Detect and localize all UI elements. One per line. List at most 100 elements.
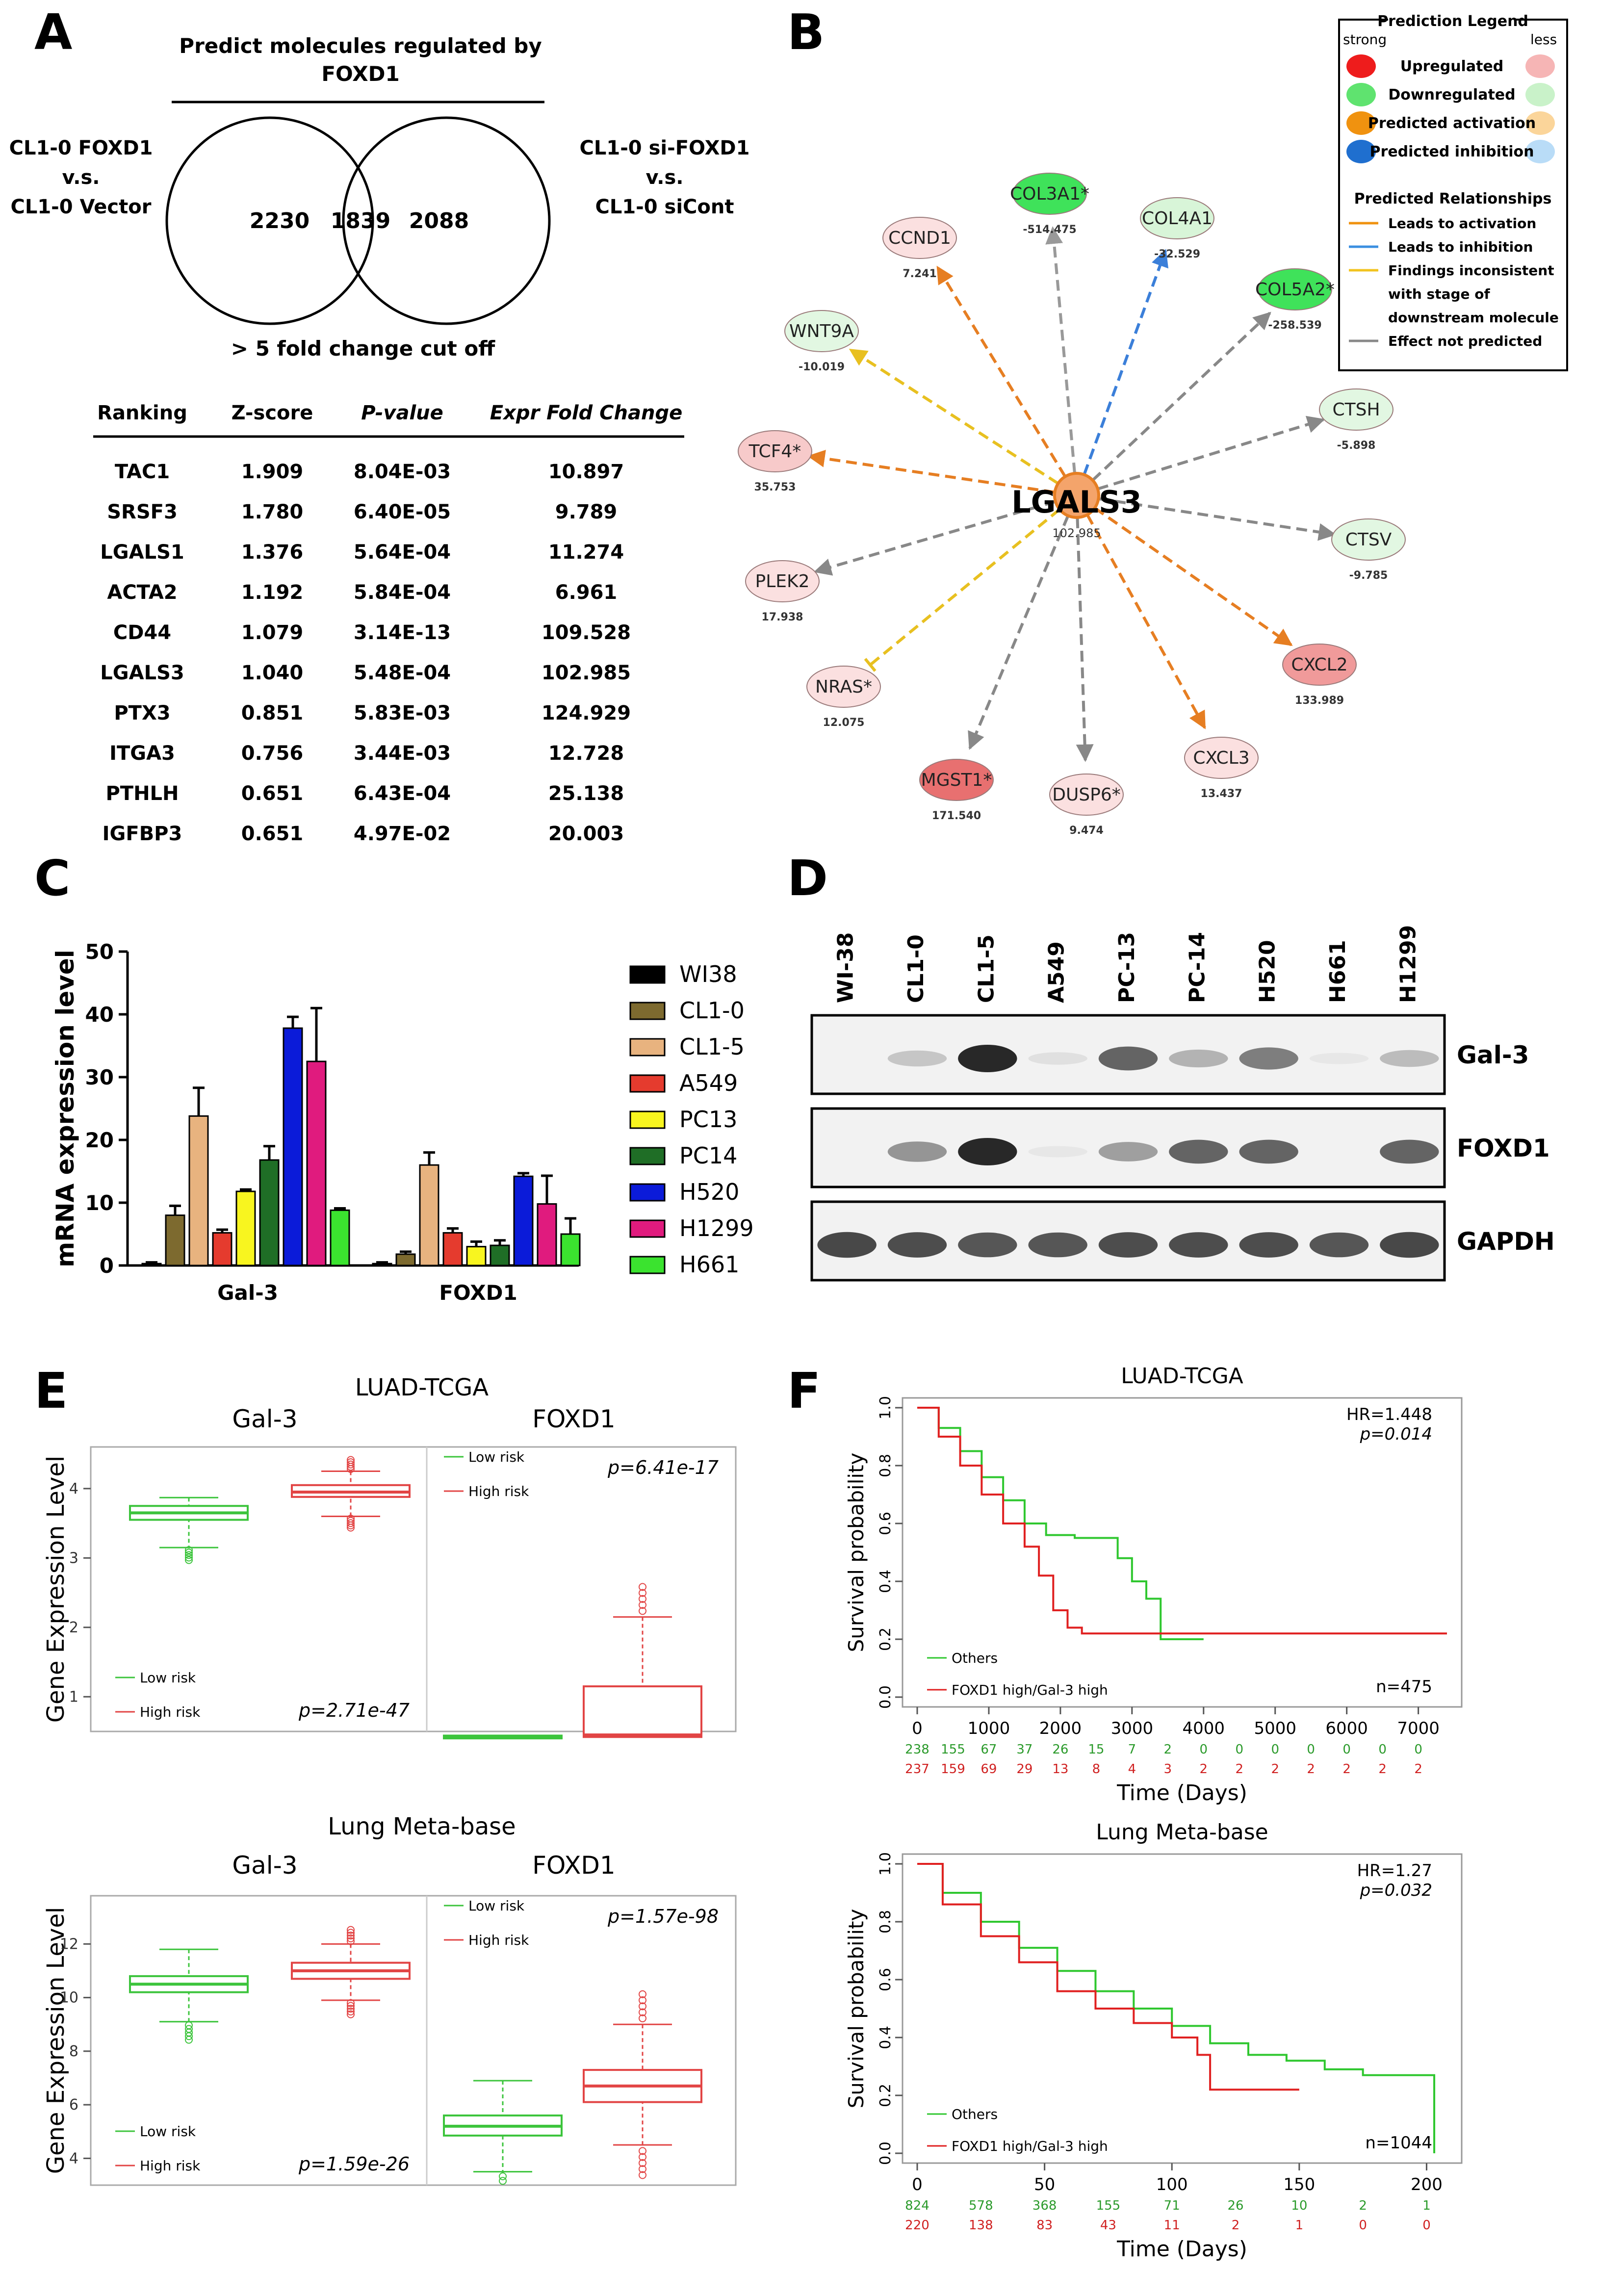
blot-band bbox=[1169, 1049, 1228, 1068]
box-iqr bbox=[583, 1685, 702, 1738]
risk-count-high: 2 bbox=[1232, 2218, 1240, 2233]
table-cell: LGALS3 bbox=[100, 662, 184, 684]
network-node bbox=[882, 217, 957, 259]
risk-count-others: 0 bbox=[1378, 1742, 1387, 1757]
legend-strong: strong bbox=[1343, 31, 1387, 48]
table-cell: PTX3 bbox=[114, 702, 170, 724]
y-tick-label: 12 bbox=[60, 1935, 78, 1953]
table-cell: 1.909 bbox=[241, 461, 304, 483]
venn-right-label-3: CL1-0 siCont bbox=[595, 196, 734, 218]
legend-low: Low risk bbox=[468, 1898, 525, 1914]
inhibition-bar bbox=[864, 658, 877, 672]
bar bbox=[283, 1027, 303, 1266]
legend-high: High risk bbox=[140, 1704, 201, 1720]
venn-title-line2: FOXD1 bbox=[321, 62, 399, 86]
box-outlier bbox=[639, 2159, 646, 2167]
legend-swatch-strong bbox=[1346, 54, 1376, 78]
panel-b-network: LGALS3 102.985 COL3A1* -514.475 COL4A1 -32.52… bbox=[738, 10, 1568, 837]
venn-circle-right bbox=[342, 116, 551, 325]
bar bbox=[537, 1203, 557, 1266]
x-tick-label: 1000 bbox=[968, 1719, 1010, 1738]
table-cell: LGALS1 bbox=[100, 541, 184, 564]
legend-title-bg bbox=[1388, 10, 1516, 29]
legend-high: High risk bbox=[468, 1932, 529, 1948]
network-node-value: 35.753 bbox=[754, 481, 796, 493]
gene-label: Gal-3 bbox=[232, 1405, 297, 1433]
table-cell: 0.756 bbox=[241, 742, 304, 765]
risk-count-high: 1 bbox=[1295, 2218, 1304, 2233]
legend-label: H1299 bbox=[679, 1215, 754, 1241]
blot-band bbox=[1169, 1232, 1228, 1258]
risk-count-others: 26 bbox=[1227, 2198, 1243, 2213]
legend-title: Prediction Legend bbox=[1377, 13, 1528, 30]
lane-label: CL1-5 bbox=[974, 934, 999, 1003]
legend-label: WI38 bbox=[679, 961, 737, 987]
box-outlier bbox=[499, 2172, 507, 2180]
center-node-lgals3 bbox=[1053, 472, 1100, 519]
table-cell: 4.97E-02 bbox=[354, 823, 451, 845]
venn-overlap-count: 1839 bbox=[331, 208, 390, 233]
box-outlier bbox=[185, 1553, 193, 1562]
x-tick-label: 200 bbox=[1411, 2175, 1443, 2194]
risk-count-high: 29 bbox=[1016, 1762, 1032, 1777]
network-node-label: MGST1* bbox=[921, 770, 992, 790]
bar bbox=[235, 1190, 256, 1266]
risk-count-high: 0 bbox=[1422, 2218, 1431, 2233]
blot-label: GAPDH bbox=[1457, 1227, 1555, 1256]
risk-count-high: 8 bbox=[1092, 1762, 1101, 1777]
network-edge bbox=[1083, 249, 1168, 475]
risk-count-high: 2 bbox=[1414, 1762, 1422, 1777]
venn-right-label-1: CL1-0 si-FOXD1 bbox=[580, 137, 750, 159]
risk-count-others: 26 bbox=[1052, 1742, 1068, 1757]
blot-band bbox=[1309, 1232, 1369, 1258]
km-frame bbox=[902, 1853, 1463, 2164]
legend-swatch-less bbox=[1525, 54, 1555, 78]
network-node-label: PLEK2 bbox=[755, 571, 809, 592]
box-outlier bbox=[185, 1551, 193, 1559]
legend-others: Others bbox=[952, 2106, 998, 2122]
bar bbox=[141, 1263, 162, 1266]
box-outlier bbox=[347, 1929, 355, 1937]
network-node-label: TCF4* bbox=[748, 441, 801, 462]
blot-band bbox=[1239, 1139, 1298, 1164]
blot-label: FOXD1 bbox=[1457, 1134, 1550, 1162]
table-cell: ITGA3 bbox=[109, 742, 175, 765]
y-tick-label: 0.0 bbox=[877, 1685, 894, 1709]
table-cell: 124.929 bbox=[542, 702, 631, 724]
blot-band bbox=[1098, 1232, 1158, 1258]
y-tick-label: 1.0 bbox=[877, 1396, 894, 1419]
box-outlier bbox=[347, 1937, 355, 1945]
risk-count-others: 0 bbox=[1414, 1742, 1422, 1757]
risk-count-high: 11 bbox=[1164, 2218, 1180, 2233]
center-node-value: 102.985 bbox=[1052, 526, 1101, 540]
bar bbox=[513, 1175, 534, 1266]
table-cell: 0.651 bbox=[241, 782, 304, 805]
legend-label: H520 bbox=[679, 1179, 739, 1205]
y-tick-label: 30 bbox=[85, 1065, 114, 1089]
venn-right-label-2: v.s. bbox=[645, 166, 683, 189]
y-axis-label: Gene Expression Level bbox=[42, 1907, 70, 2174]
venn-left-label-3: CL1-0 Vector bbox=[11, 196, 152, 218]
y-tick-label: 0.0 bbox=[877, 2141, 894, 2165]
legend-item-label: Downregulated bbox=[1388, 86, 1515, 103]
bar bbox=[165, 1214, 185, 1266]
x-axis-label: Time (Days) bbox=[1116, 2237, 1247, 2262]
network-node-label: CXCL3 bbox=[1193, 748, 1249, 768]
blot-band bbox=[1380, 1050, 1439, 1067]
p-value: p=6.41e-17 bbox=[607, 1457, 719, 1478]
box-outlier bbox=[347, 2002, 355, 2010]
table-cell: 25.138 bbox=[548, 782, 624, 805]
table-cell: 1.780 bbox=[241, 501, 304, 523]
risk-count-others: 10 bbox=[1291, 2198, 1307, 2213]
y-axis-label: Survival probability bbox=[844, 1453, 868, 1652]
network-node-label: COL5A2* bbox=[1255, 280, 1335, 300]
y-tick-label: 10 bbox=[85, 1191, 114, 1215]
box-outlier bbox=[347, 1456, 355, 1464]
network-node bbox=[1319, 388, 1394, 431]
x-tick-label: 100 bbox=[1156, 2175, 1188, 2194]
box-outlier bbox=[639, 1996, 646, 2005]
lane-label: A549 bbox=[1044, 941, 1069, 1003]
network-node bbox=[1184, 737, 1259, 779]
table-cell: 6.43E-04 bbox=[354, 782, 451, 805]
x-tick-label: 50 bbox=[1034, 2175, 1055, 2194]
